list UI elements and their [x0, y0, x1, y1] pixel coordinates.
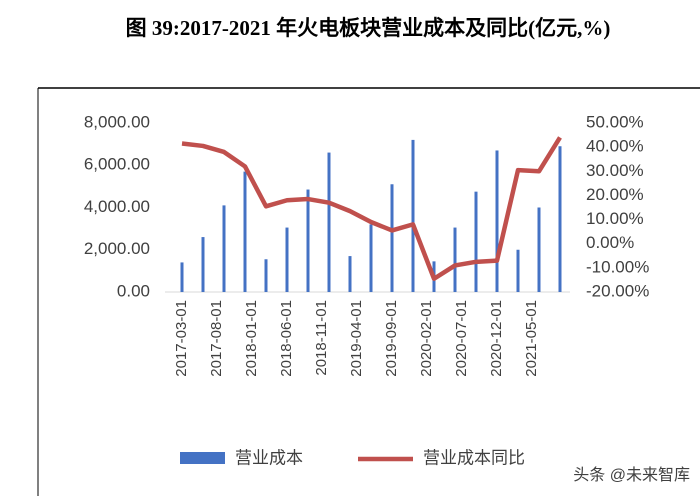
x-tick-label: 2018-06-01 — [278, 300, 295, 377]
legend-label: 营业成本同比 — [423, 448, 525, 467]
y-tick-label: 8,000.00 — [84, 112, 150, 131]
y2-tick-label: 50.00% — [586, 112, 644, 131]
chart-title: 图 39:2017-2021 年火电板块营业成本及同比(亿元,%) — [126, 16, 611, 40]
x-tick-label: 2018-01-01 — [243, 300, 260, 377]
x-tick-label: 2021-05-01 — [523, 300, 540, 377]
bar — [474, 191, 478, 292]
y2-tick-label: 40.00% — [586, 137, 644, 156]
watermark: 头条 @未来智库 — [573, 466, 690, 484]
bar — [201, 237, 205, 292]
legend-swatch — [180, 452, 225, 464]
y-tick-label: 0.00 — [117, 281, 150, 300]
y2-tick-label: 10.00% — [586, 209, 644, 228]
legend-label: 营业成本 — [235, 448, 303, 467]
bar — [180, 262, 184, 292]
bar — [495, 150, 499, 292]
y-tick-label: 2,000.00 — [84, 239, 150, 258]
bar — [222, 205, 226, 292]
bar — [537, 207, 541, 292]
x-tick-label: 2019-04-01 — [348, 300, 365, 377]
x-tick-label: 2018-11-01 — [313, 300, 330, 376]
bar — [411, 139, 415, 292]
y2-tick-label: 30.00% — [586, 161, 644, 180]
y2-tick-label: 0.00% — [586, 233, 634, 252]
y2-tick-label: -20.00% — [586, 281, 649, 300]
bar — [264, 259, 268, 292]
x-tick-label: 2017-03-01 — [173, 300, 190, 377]
bar — [453, 227, 457, 292]
bar — [390, 184, 394, 292]
y2-tick-label: 20.00% — [586, 185, 644, 204]
line — [181, 136, 562, 281]
bar — [516, 249, 520, 292]
bar — [348, 256, 352, 292]
x-tick-label: 2020-07-01 — [453, 300, 470, 377]
x-tick-label: 2020-02-01 — [418, 300, 435, 377]
x-tick-label: 2019-09-01 — [383, 300, 400, 377]
bar — [558, 146, 562, 292]
y-tick-label: 4,000.00 — [84, 197, 150, 216]
bar — [327, 152, 331, 292]
x-tick-label: 2020-12-01 — [488, 300, 505, 377]
x-tick-label: 2017-08-01 — [208, 300, 225, 377]
bar — [243, 171, 247, 292]
bar — [285, 227, 289, 292]
y2-tick-label: -10.00% — [586, 257, 649, 276]
bar — [369, 224, 373, 292]
bar — [306, 189, 310, 292]
y-tick-label: 6,000.00 — [84, 155, 150, 174]
